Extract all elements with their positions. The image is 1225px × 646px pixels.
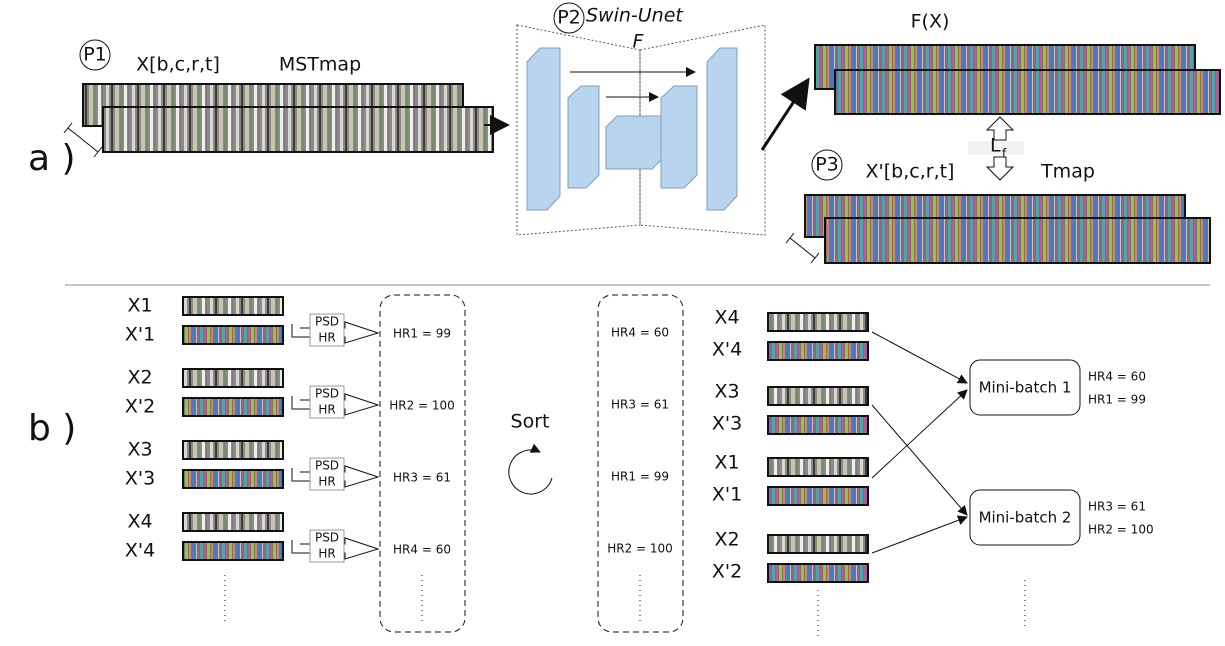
target-label: X'[b,c,r,t] [866,161,955,183]
sample-label: X2 [714,529,739,551]
loss-symbol: L [990,135,1001,157]
sorted-hr-label: HR1 = 99 [611,470,669,484]
strip [183,542,283,560]
strip [183,470,283,488]
transform-label: HR [318,331,335,345]
sample-label: X1 [127,295,152,317]
hr-label: HR2 = 100 [389,399,455,413]
strip [183,441,283,459]
strip [768,535,868,553]
marker: P1 [83,44,107,66]
mini-batch-hr: HR4 = 60 [1088,370,1146,384]
sample-label: X'2 [712,561,742,583]
strip [183,513,283,531]
arrow [762,80,808,150]
ellipsis [225,575,1025,640]
sample-label: X4 [714,307,739,329]
mini-batch-hr: HR3 = 61 [1088,500,1146,514]
map-strip [835,70,1220,114]
sample-label: X4 [127,511,152,533]
sort-label: Sort [511,411,550,433]
map-strip [825,218,1210,263]
marker: P2 [557,7,581,29]
mini-batch-label: Mini-batch 2 [979,509,1072,527]
strip [768,564,868,582]
transform-label: HR [318,403,335,417]
sample-label: X'3 [712,413,742,435]
strip [768,313,868,331]
strip [183,326,283,344]
sample-label: X'1 [712,484,742,506]
sample-label: X'2 [125,396,155,418]
map-label: MSTmap [279,54,361,76]
hr-label: HR1 = 99 [393,327,451,341]
mini-batch-label: Mini-batch 1 [979,379,1072,397]
sorted-hr-label: HR3 = 61 [611,398,669,412]
assignment-arrow [872,517,967,553]
model-label: Swin-Unet [586,5,684,27]
output-label: F(X) [911,11,950,33]
mini-batch-hr: HR2 = 100 [1088,523,1154,537]
strip [768,342,868,360]
sample-label: X2 [127,367,152,389]
panel-label: a ) [28,138,76,179]
sorted-list-box [598,295,683,632]
panel-label: b ) [28,408,76,449]
sample-label: X3 [127,439,152,461]
sample-label: X'4 [712,339,742,361]
transform-label: PSD [315,387,339,401]
transform-label: HR [318,475,335,489]
transform-label: HR [318,547,335,561]
hr-list-box [380,295,465,632]
assignment-arrow [872,332,967,383]
transform-label: PSD [315,531,339,545]
diagram: a ) P1 X[b,c,r,t] MSTmap P2 Swin-Unet F … [0,0,1225,646]
sample-label: X'4 [125,540,155,562]
sort-icon [509,450,552,494]
strip [183,369,283,387]
transform-label: PSD [315,459,339,473]
transform-label: PSD [315,315,339,329]
strip [768,458,868,476]
strip [768,416,868,434]
sorted-hr-label: HR4 = 60 [611,326,669,340]
map-strip [103,107,493,152]
hr-label: HR3 = 61 [393,471,451,485]
input-label: X[b,c,r,t] [136,54,220,76]
sorted-hr-label: HR2 = 100 [607,542,673,556]
marker: P3 [815,154,839,176]
mini-batch-hr: HR1 = 99 [1088,393,1146,407]
strip [768,487,868,505]
assignment-arrow [872,405,967,515]
sample-label: X3 [714,381,739,403]
strip [768,387,868,405]
function-label: F [633,31,645,53]
sample-label: X'1 [125,324,155,346]
hr-label: HR4 = 60 [393,543,451,557]
strip [183,297,283,315]
strip [183,398,283,416]
sample-label: X'3 [125,468,155,490]
sample-label: X1 [714,452,739,474]
map-label: Tmap [1040,161,1095,183]
assignment-arrow [872,390,967,478]
